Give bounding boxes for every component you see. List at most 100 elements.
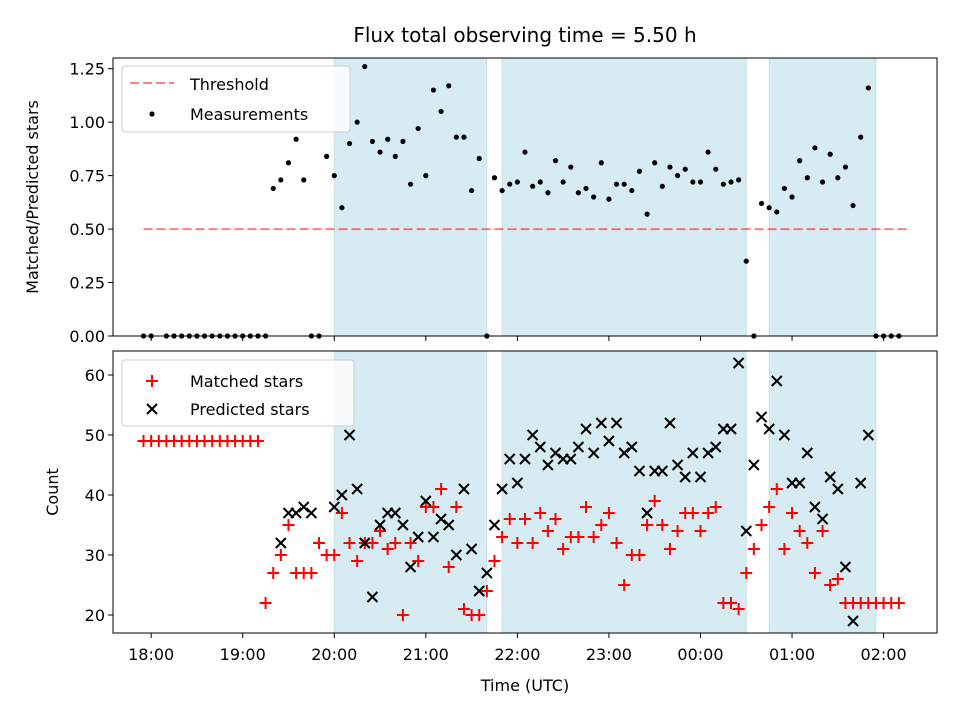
matched-point — [747, 543, 760, 555]
bottom-y-label: Count — [43, 468, 62, 516]
shaded-interval — [768, 57, 877, 337]
predicted-point — [809, 501, 821, 513]
matched-point — [725, 597, 737, 609]
legend-predicted-label: Predicted stars — [190, 400, 310, 419]
measurement-point — [758, 200, 765, 207]
top-y-axis: 0.00 0.25 0.50 0.75 1.00 1.25 — [69, 60, 113, 346]
matched-point — [892, 597, 905, 609]
matched-point — [740, 567, 753, 579]
measurement-point — [797, 158, 803, 164]
measurement-point — [278, 177, 284, 183]
predicted-point — [458, 483, 470, 495]
matched-point — [442, 561, 455, 573]
predicted-point — [854, 477, 867, 489]
measurement-point — [720, 181, 726, 187]
matched-point — [457, 603, 470, 615]
measurement-point — [476, 155, 482, 162]
predicted-point — [595, 417, 608, 429]
measurement-point — [674, 173, 681, 179]
top-plot-frame — [112, 57, 938, 337]
predicted-point — [565, 453, 577, 465]
predicted-point — [824, 471, 836, 483]
matched-point — [580, 501, 593, 513]
predicted-point — [694, 471, 707, 483]
matched-point — [633, 549, 646, 561]
matched-point — [793, 525, 806, 537]
predicted-point — [404, 561, 417, 573]
matched-point — [381, 543, 394, 555]
predicted-point — [427, 531, 440, 543]
shaded-interval — [333, 57, 488, 337]
measurement-point — [285, 160, 292, 166]
predicted-point — [343, 429, 356, 441]
matched-point — [328, 549, 341, 561]
measurement-point — [301, 177, 307, 183]
matched-point — [572, 531, 585, 543]
matched-point — [549, 513, 562, 525]
matched-point — [656, 519, 669, 531]
predicted-point — [710, 441, 722, 453]
matched-point — [488, 555, 501, 567]
measurement-point — [736, 177, 742, 183]
measurement-point — [362, 63, 368, 70]
predicted-point — [839, 561, 852, 573]
matched-point — [251, 435, 264, 447]
predicted-point — [816, 513, 829, 525]
measurement-point — [629, 187, 635, 194]
measurement-point — [377, 149, 383, 155]
measurement-point — [430, 87, 437, 93]
predicted-point — [572, 441, 585, 453]
matched-point — [824, 579, 837, 591]
predicted-point — [435, 513, 447, 525]
measurement-point — [568, 164, 574, 170]
matched-point — [396, 609, 409, 621]
predicted-point — [755, 411, 768, 423]
measurement-point — [621, 181, 627, 187]
bottom-x-axis: 18:00 19:00 20:00 21:00 22:00 23:00 00:00 01:00… — [128, 633, 907, 664]
matched-point — [343, 537, 356, 549]
matched-point — [778, 543, 791, 555]
predicted-point — [603, 435, 615, 447]
matched-point — [808, 567, 821, 579]
matched-point — [473, 609, 486, 621]
measurement-point — [293, 136, 299, 142]
x-axis-label: Time (UTC) — [480, 676, 569, 695]
measurement-point — [545, 190, 551, 196]
matched-point — [404, 537, 417, 549]
bottom-plot-frame — [112, 350, 938, 634]
predicted-point — [534, 441, 546, 453]
bottom-legend: Matched stars Predicted stars — [121, 359, 355, 427]
predicted-point — [626, 441, 638, 453]
predicted-point — [488, 519, 501, 531]
matched-point — [351, 555, 364, 567]
predicted-point — [763, 423, 775, 435]
predicted-point — [473, 585, 485, 597]
measurement-point — [392, 153, 398, 159]
measurement-point — [858, 134, 864, 140]
measurement-point — [514, 179, 520, 185]
measurement-point — [728, 179, 734, 185]
legend-matched-swatch — [146, 375, 158, 387]
measurement-point — [850, 202, 856, 209]
predicted-point — [450, 549, 463, 561]
predicted-point — [580, 423, 592, 435]
predicted-point — [397, 519, 409, 531]
matched-point — [557, 543, 570, 555]
measurement-point — [644, 211, 650, 217]
measurement-point — [827, 151, 833, 157]
matched-point — [732, 603, 745, 615]
matched-point — [274, 549, 287, 561]
matched-point — [267, 567, 280, 579]
predicted-point — [725, 423, 737, 435]
y-tick-label: 0.25 — [69, 274, 105, 293]
measurement-point — [324, 153, 330, 159]
measurement-point — [522, 149, 528, 155]
predicted-point — [542, 459, 554, 471]
predicted-point — [664, 417, 676, 429]
measurement-point — [690, 179, 696, 185]
top-legend: Threshold Measurements — [121, 65, 351, 133]
measurement-point — [339, 205, 345, 211]
predicted-point — [862, 429, 875, 441]
predicted-point — [687, 447, 699, 459]
matched-point — [427, 501, 440, 513]
